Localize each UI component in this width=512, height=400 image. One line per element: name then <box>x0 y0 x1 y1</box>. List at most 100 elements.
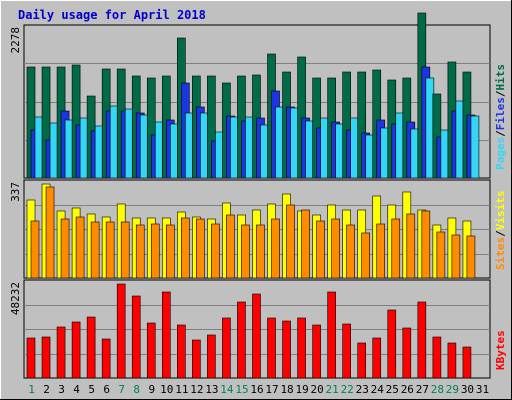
bar-kbytes-day-11 <box>177 324 186 379</box>
x-tick-label-18: 18 <box>280 383 293 396</box>
bar-sites-day-3 <box>60 218 70 279</box>
chart-title: Daily usage for April 2018 <box>18 8 206 22</box>
bar-kbytes-day-24 <box>372 337 382 379</box>
bar-sites-day-19 <box>301 209 310 279</box>
x-tick-label-22: 22 <box>341 383 354 396</box>
panel-visits-sites: 337 Sites/Visits <box>9 179 507 279</box>
x-tick-label-9: 9 <box>148 383 155 396</box>
bar-kbytes-day-13 <box>207 334 216 379</box>
legend-separator: / <box>494 130 507 137</box>
bar-kbytes-day-5 <box>86 316 96 379</box>
bar-kbytes-day-14 <box>222 317 231 379</box>
bar-sites-day-30 <box>466 235 476 279</box>
x-tick-label-28: 28 <box>431 383 444 396</box>
bar-sites-day-12 <box>196 218 205 279</box>
bar-sites-day-6 <box>105 221 115 279</box>
y-max-label: 337 <box>9 182 22 202</box>
bar-kbytes-day-15 <box>237 301 246 379</box>
x-tick-label-4: 4 <box>73 383 80 396</box>
y-max-label: 48232 <box>9 282 22 315</box>
bar-sites-day-8 <box>135 224 145 279</box>
bar-sites-day-4 <box>75 216 85 279</box>
bar-sites-day-27 <box>421 210 431 279</box>
bar-kbytes-day-26 <box>402 327 412 379</box>
x-tick-label-25: 25 <box>386 383 399 396</box>
panel-legend: KBytes <box>494 330 507 370</box>
x-tick-label-8: 8 <box>133 383 140 396</box>
legend-separator: / <box>494 230 507 237</box>
bar-kbytes-day-7 <box>116 283 126 379</box>
bar-kbytes-day-20 <box>312 324 321 379</box>
legend-separator: / <box>494 90 507 97</box>
bar-kbytes-day-9 <box>146 322 156 379</box>
bar-kbytes-day-21 <box>327 291 336 379</box>
x-tick-label-2: 2 <box>43 383 50 396</box>
x-tick-label-15: 15 <box>235 383 248 396</box>
legend-pages: Pages <box>494 137 507 170</box>
x-tick-label-26: 26 <box>401 383 414 396</box>
bar-sites-day-29 <box>451 234 461 279</box>
bar-kbytes-day-30 <box>462 346 472 379</box>
bar-sites-day-25 <box>391 218 401 279</box>
bar-sites-day-18 <box>286 204 295 279</box>
bar-kbytes-day-17 <box>267 317 276 379</box>
bar-kbytes-day-8 <box>131 295 141 379</box>
x-tick-label-6: 6 <box>103 383 110 396</box>
x-tick-label-27: 27 <box>416 383 429 396</box>
bar-sites-day-13 <box>211 223 220 279</box>
bar-kbytes-day-27 <box>417 301 427 379</box>
bar-sites-day-22 <box>346 224 355 279</box>
bar-sites-day-1 <box>30 220 40 279</box>
bar-sites-day-28 <box>436 231 446 279</box>
panel-legend: Pages/Files/Hits <box>494 64 507 170</box>
x-tick-label-19: 19 <box>295 383 308 396</box>
x-tick-label-29: 29 <box>446 383 459 396</box>
x-tick-label-24: 24 <box>371 383 385 396</box>
x-tick-label-14: 14 <box>220 383 234 396</box>
legend-sites: Sites <box>494 237 507 270</box>
bar-kbytes-day-19 <box>297 317 306 379</box>
x-tick-label-5: 5 <box>88 383 95 396</box>
x-tick-label-1: 1 <box>28 383 35 396</box>
bar-kbytes-day-23 <box>357 342 367 379</box>
legend-hits: Hits <box>494 64 507 91</box>
bar-kbytes-day-25 <box>387 309 397 379</box>
bar-sites-day-21 <box>331 218 340 279</box>
x-tick-label-12: 12 <box>190 383 203 396</box>
x-tick-label-21: 21 <box>326 383 339 396</box>
bar-kbytes-day-10 <box>161 291 171 379</box>
bar-sites-day-15 <box>241 224 250 279</box>
bar-kbytes-day-1 <box>26 337 36 379</box>
bar-sites-day-16 <box>256 224 265 279</box>
x-tick-label-7: 7 <box>118 383 125 396</box>
legend-kbytes: KBytes <box>494 330 507 370</box>
x-tick-label-3: 3 <box>58 383 65 396</box>
legend-files: Files <box>494 97 507 130</box>
bar-kbytes-day-6 <box>101 338 111 379</box>
panel-kbytes: 48232 KBytes <box>9 279 507 379</box>
bar-sites-day-20 <box>316 220 325 279</box>
x-tick-label-10: 10 <box>160 383 173 396</box>
bar-sites-day-17 <box>271 218 280 279</box>
bar-sites-day-23 <box>361 232 371 279</box>
x-tick-label-20: 20 <box>311 383 324 396</box>
bar-sites-day-14 <box>226 214 235 279</box>
x-tick-label-31: 31 <box>476 383 489 396</box>
bar-sites-day-10 <box>165 224 175 279</box>
bar-kbytes-day-16 <box>252 293 261 379</box>
legend-visits: Visits <box>494 191 507 231</box>
bar-kbytes-day-18 <box>282 320 291 379</box>
bar-kbytes-day-2 <box>41 336 51 379</box>
x-axis-labels: 1 2 3 4 5 6 7 8 9 10 11 12 13 14 15 16 17 18 19 20 21 22 23 24 2… <box>28 383 489 396</box>
bar-sites-day-26 <box>406 213 416 279</box>
bar-kbytes-day-22 <box>342 323 351 379</box>
panel-legend: Sites/Visits <box>494 191 507 271</box>
x-tick-label-30: 30 <box>461 383 474 396</box>
bar-sites-day-2 <box>45 186 55 279</box>
bar-pages-day-30 <box>470 115 480 179</box>
x-tick-label-16: 16 <box>250 383 263 396</box>
x-tick-label-13: 13 <box>205 383 218 396</box>
chart-panels: 2278Pages/Files/Hits337Sites/Visits48232… <box>9 12 507 379</box>
